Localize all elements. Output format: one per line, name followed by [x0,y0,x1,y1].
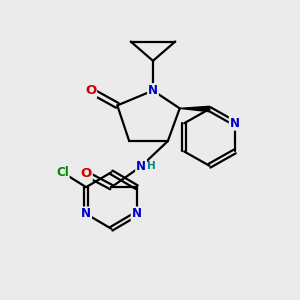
Text: N: N [148,84,158,97]
Text: Cl: Cl [56,166,69,179]
Text: N: N [230,117,240,130]
Text: H: H [147,161,156,171]
Text: O: O [80,167,92,180]
Polygon shape [180,106,209,112]
Text: N: N [136,160,146,173]
Text: N: N [81,207,91,220]
Text: N: N [132,207,142,220]
Text: O: O [85,84,96,97]
